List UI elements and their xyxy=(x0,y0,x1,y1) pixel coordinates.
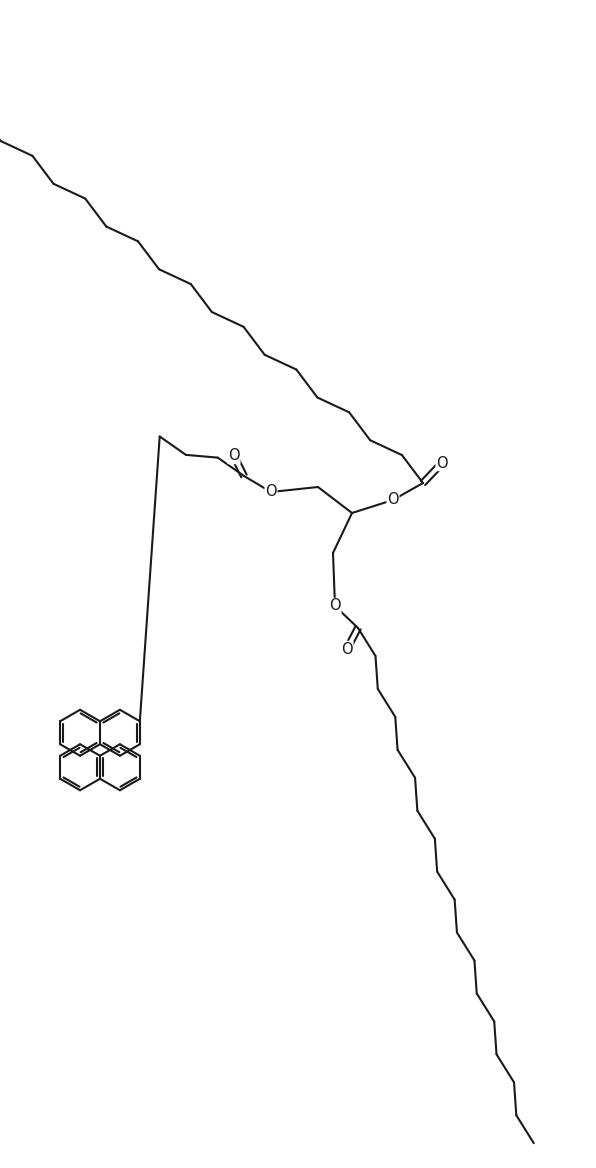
Text: O: O xyxy=(341,641,353,656)
Text: O: O xyxy=(329,598,341,613)
Text: O: O xyxy=(228,449,240,464)
Text: O: O xyxy=(436,456,448,471)
Text: O: O xyxy=(387,493,399,508)
Text: O: O xyxy=(265,485,277,500)
